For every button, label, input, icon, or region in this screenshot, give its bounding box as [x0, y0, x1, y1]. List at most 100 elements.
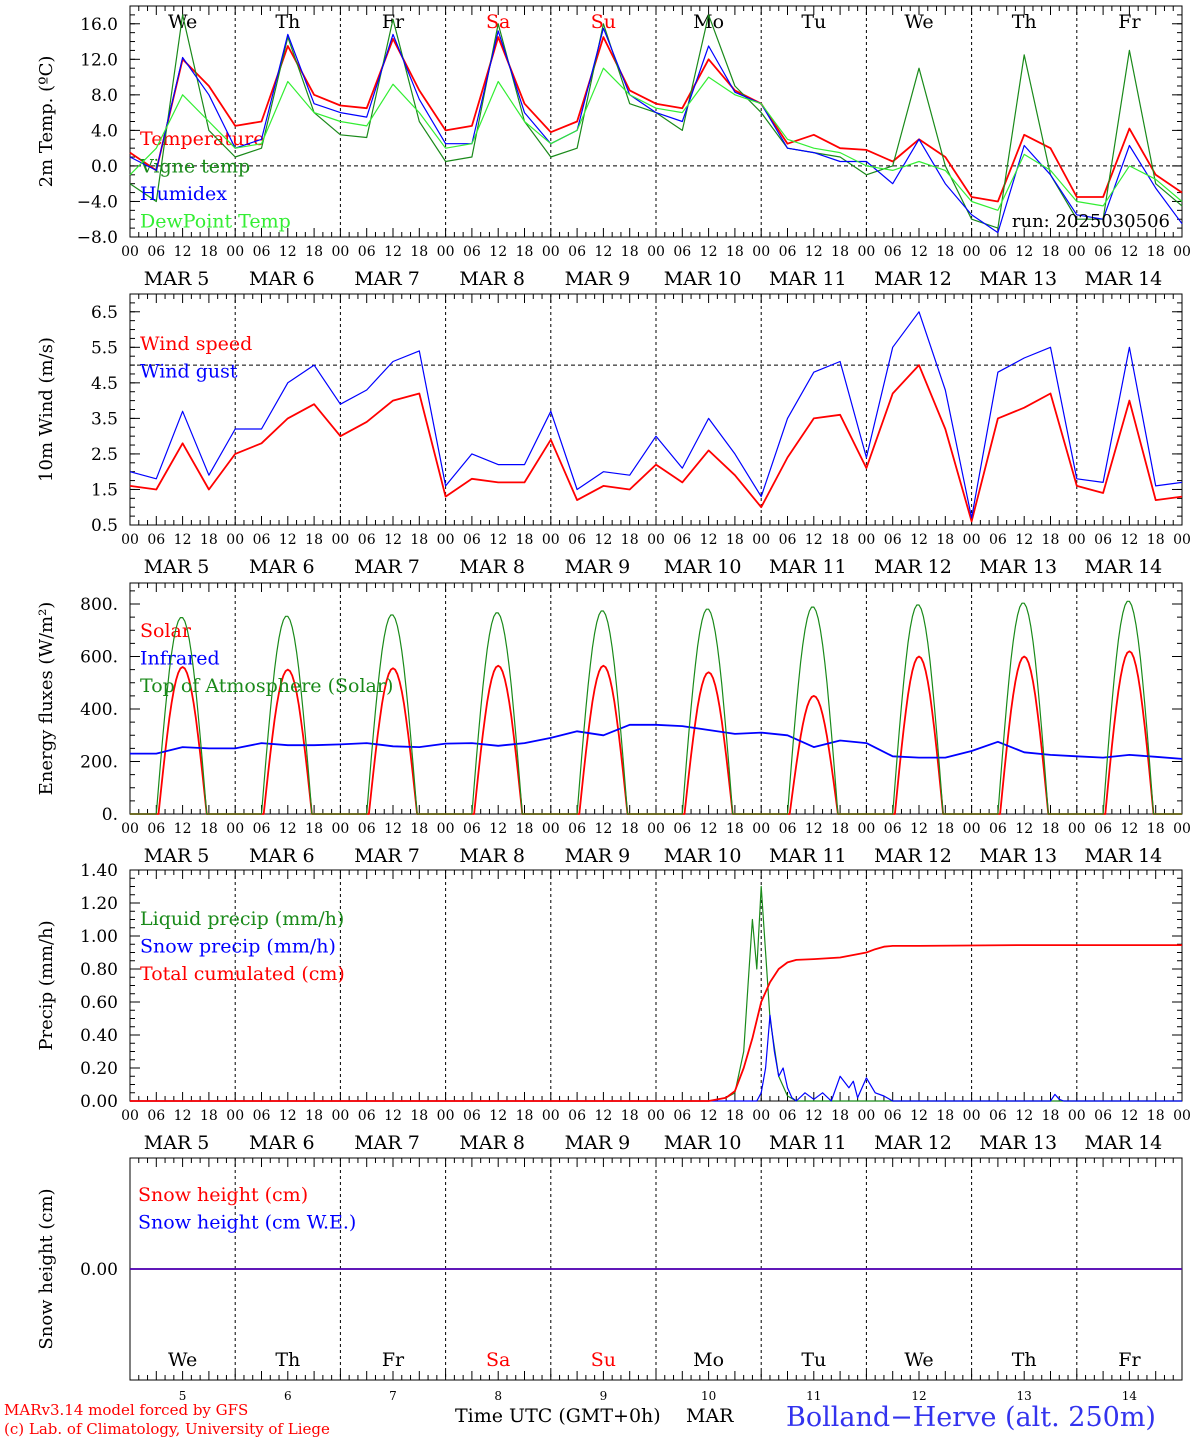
panel-1: −8.0 −4.0 0.0 4.0 8.0 12.0 16.0 2m Temp. (ºC) 00… [36, 5, 1191, 290]
hour-tick-label: 12 [594, 1108, 612, 1124]
hour-tick-label: 12 [805, 1108, 823, 1124]
y-tick-label: 0.5 [91, 516, 118, 536]
hour-tick-label: 12 [489, 244, 507, 260]
day-number-label: 6 [284, 1389, 292, 1403]
day-label: MAR 5 [144, 556, 210, 578]
day-label: MAR 14 [1085, 268, 1163, 290]
day-label: MAR 6 [249, 1132, 315, 1154]
weekday-label: Fr [1118, 11, 1141, 33]
hour-tick-label: 06 [1094, 821, 1112, 837]
hour-tick-label: 18 [410, 532, 428, 548]
day-label: MAR 13 [979, 1132, 1057, 1154]
day-label: MAR 10 [664, 1132, 742, 1154]
station-name: Bolland−Herve (alt. 250m) [786, 1402, 1156, 1433]
hour-tick-label: 00 [1068, 532, 1086, 548]
y-tick-label: 0.00 [80, 1260, 118, 1280]
panel-4: 0.00 0.20 0.40 0.60 0.80 1.00 1.20 1.40 Precip (… [36, 861, 1191, 1154]
hour-tick-label: 00 [647, 244, 665, 260]
weekday-label: Sa [486, 1349, 510, 1371]
day-label: MAR 9 [565, 556, 631, 578]
day-label: MAR 12 [874, 845, 952, 867]
weekday-label: Fr [382, 1349, 405, 1371]
day-label: MAR 14 [1085, 1132, 1163, 1154]
series-line-wind-speed [129, 364, 1183, 523]
hour-tick-label: 00 [437, 244, 455, 260]
y-tick-label: −4.0 [77, 192, 118, 212]
hour-tick-label: 00 [226, 821, 244, 837]
weekday-label: Mo [693, 11, 724, 33]
day-label: MAR 7 [354, 556, 420, 578]
weekday-label: Th [1012, 1349, 1037, 1371]
hour-tick-label: 06 [253, 244, 271, 260]
hour-tick-label: 18 [1147, 821, 1165, 837]
weekday-label: We [168, 11, 197, 33]
hour-tick-label: 12 [1120, 244, 1138, 260]
y-tick-label: 800. [80, 595, 118, 615]
legend-entry: Humidex [140, 183, 227, 205]
weekday-label: Su [591, 11, 616, 33]
day-label: MAR 12 [874, 1132, 952, 1154]
hour-tick-label: 18 [305, 244, 323, 260]
day-label: MAR 8 [459, 845, 525, 867]
hour-tick-label: 12 [594, 821, 612, 837]
hour-tick-label: 06 [673, 532, 691, 548]
y-tick-label: 0.00 [80, 1092, 118, 1112]
day-label: MAR 7 [354, 268, 420, 290]
footer-lab: (c) Lab. of Climatology, University of L… [4, 1420, 330, 1438]
panel-3: 0. 200. 400. 600. 800. Energy fluxes (W/m²) 00… [36, 582, 1191, 867]
legend-entry: Liquid precip (mm/h) [140, 908, 344, 930]
hour-tick-label: 06 [989, 532, 1007, 548]
weekday-label: Su [591, 1349, 616, 1371]
hour-tick-label: 18 [831, 1108, 849, 1124]
hour-tick-label: 06 [147, 1108, 165, 1124]
hour-tick-label: 18 [1042, 244, 1060, 260]
weekday-label: Mo [693, 1349, 724, 1371]
hour-tick-label: 12 [384, 244, 402, 260]
y-axis-label: 10m Wind (m/s) [36, 337, 57, 482]
hour-tick-label: 00 [121, 1108, 139, 1124]
hour-tick-label: 06 [358, 1108, 376, 1124]
hour-tick-label: 06 [1094, 1108, 1112, 1124]
day-label: MAR 8 [459, 1132, 525, 1154]
series-line-dewpoint-temp [129, 67, 1183, 211]
y-tick-label: 0. [102, 805, 118, 825]
hour-tick-label: 12 [1015, 244, 1033, 260]
hour-tick-label: 12 [279, 1108, 297, 1124]
day-label: MAR 5 [144, 268, 210, 290]
day-label: MAR 11 [769, 1132, 847, 1154]
day-label: MAR 9 [565, 268, 631, 290]
hour-tick-label: 06 [989, 244, 1007, 260]
hour-tick-label: 12 [1015, 1108, 1033, 1124]
hour-tick-label: 18 [936, 244, 954, 260]
hour-tick-label: 00 [331, 244, 349, 260]
hour-tick-label: 06 [253, 532, 271, 548]
hour-tick-label: 12 [805, 244, 823, 260]
y-tick-label: 600. [80, 648, 118, 668]
hour-tick-label: 12 [594, 244, 612, 260]
hour-tick-label: 00 [1173, 532, 1191, 548]
hour-tick-label: 12 [279, 244, 297, 260]
y-tick-label: 4.5 [91, 374, 118, 394]
hour-tick-label: 18 [621, 244, 639, 260]
hour-tick-label: 12 [910, 532, 928, 548]
hour-tick-label: 18 [516, 244, 534, 260]
series-line-top-of-atmosphere-solar- [130, 600, 1182, 815]
series-line-infrared [130, 723, 1183, 760]
hour-tick-label: 00 [963, 1108, 981, 1124]
hour-tick-label: 18 [831, 244, 849, 260]
hour-tick-label: 18 [936, 532, 954, 548]
hour-tick-label: 06 [884, 821, 902, 837]
day-label: MAR 5 [144, 845, 210, 867]
hour-tick-label: 12 [384, 1108, 402, 1124]
hour-tick-label: 06 [779, 244, 797, 260]
day-label: MAR 13 [979, 268, 1057, 290]
y-tick-label: 1.40 [80, 861, 118, 881]
series-line-humidex [129, 27, 1183, 234]
hour-tick-label: 12 [910, 821, 928, 837]
day-label: MAR 13 [979, 845, 1057, 867]
hour-tick-label: 12 [279, 821, 297, 837]
y-tick-label: 6.5 [91, 303, 118, 323]
hour-tick-label: 00 [1173, 821, 1191, 837]
hour-tick-label: 00 [542, 1108, 560, 1124]
